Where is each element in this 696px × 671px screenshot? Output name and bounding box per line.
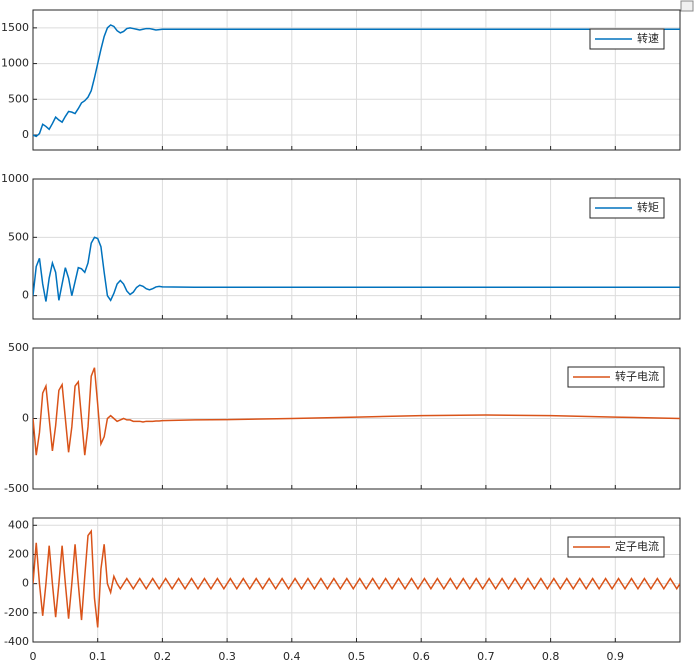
y-tick-label: 500 [8,92,29,105]
y-tick-label: 1000 [1,172,29,185]
y-tick-label: -200 [4,606,29,619]
x-tick-label: 0.5 [348,650,366,663]
x-tick-label: 0.4 [283,650,301,663]
x-tick-label: 0.9 [607,650,625,663]
x-tick-label: 0.1 [89,650,107,663]
y-tick-label: 0 [22,412,29,425]
y-tick-label: 200 [8,547,29,560]
axes-box [32,9,681,151]
x-tick-label: 0.8 [542,650,560,663]
y-tick-label: 500 [8,341,29,354]
data-line [33,236,680,302]
data-line [33,367,680,456]
y-tick-label: 0 [22,289,29,302]
legend-label: 定子电流 [615,539,659,553]
y-tick-label: 0 [22,128,29,141]
corner-button[interactable] [680,0,694,12]
y-tick-label: 400 [8,518,29,531]
x-tick-label: 0 [30,650,37,663]
y-tick-label: 1500 [1,21,29,34]
y-tick-label: 1000 [1,57,29,70]
y-tick-label: -400 [4,635,29,648]
y-tick-label: -500 [4,482,29,495]
x-tick-label: 0.6 [412,650,430,663]
legend-label: 转子电流 [615,369,659,383]
legend-box [567,366,665,388]
legend: 转速 [589,28,665,50]
legend: 转子电流 [567,366,665,388]
data-line [33,24,680,138]
x-tick-label: 0.3 [218,650,236,663]
x-tick-label: 0.7 [477,650,495,663]
y-tick-label: 500 [8,230,29,243]
legend-label: 转矩 [637,200,659,214]
data-line [33,528,680,628]
legend-label: 转速 [637,31,659,45]
y-tick-label: 0 [22,577,29,590]
legend: 转矩 [589,197,665,219]
legend: 定子电流 [567,536,665,558]
axes-box [32,178,681,320]
legend-box [567,536,665,558]
x-tick-label: 0.2 [154,650,172,663]
